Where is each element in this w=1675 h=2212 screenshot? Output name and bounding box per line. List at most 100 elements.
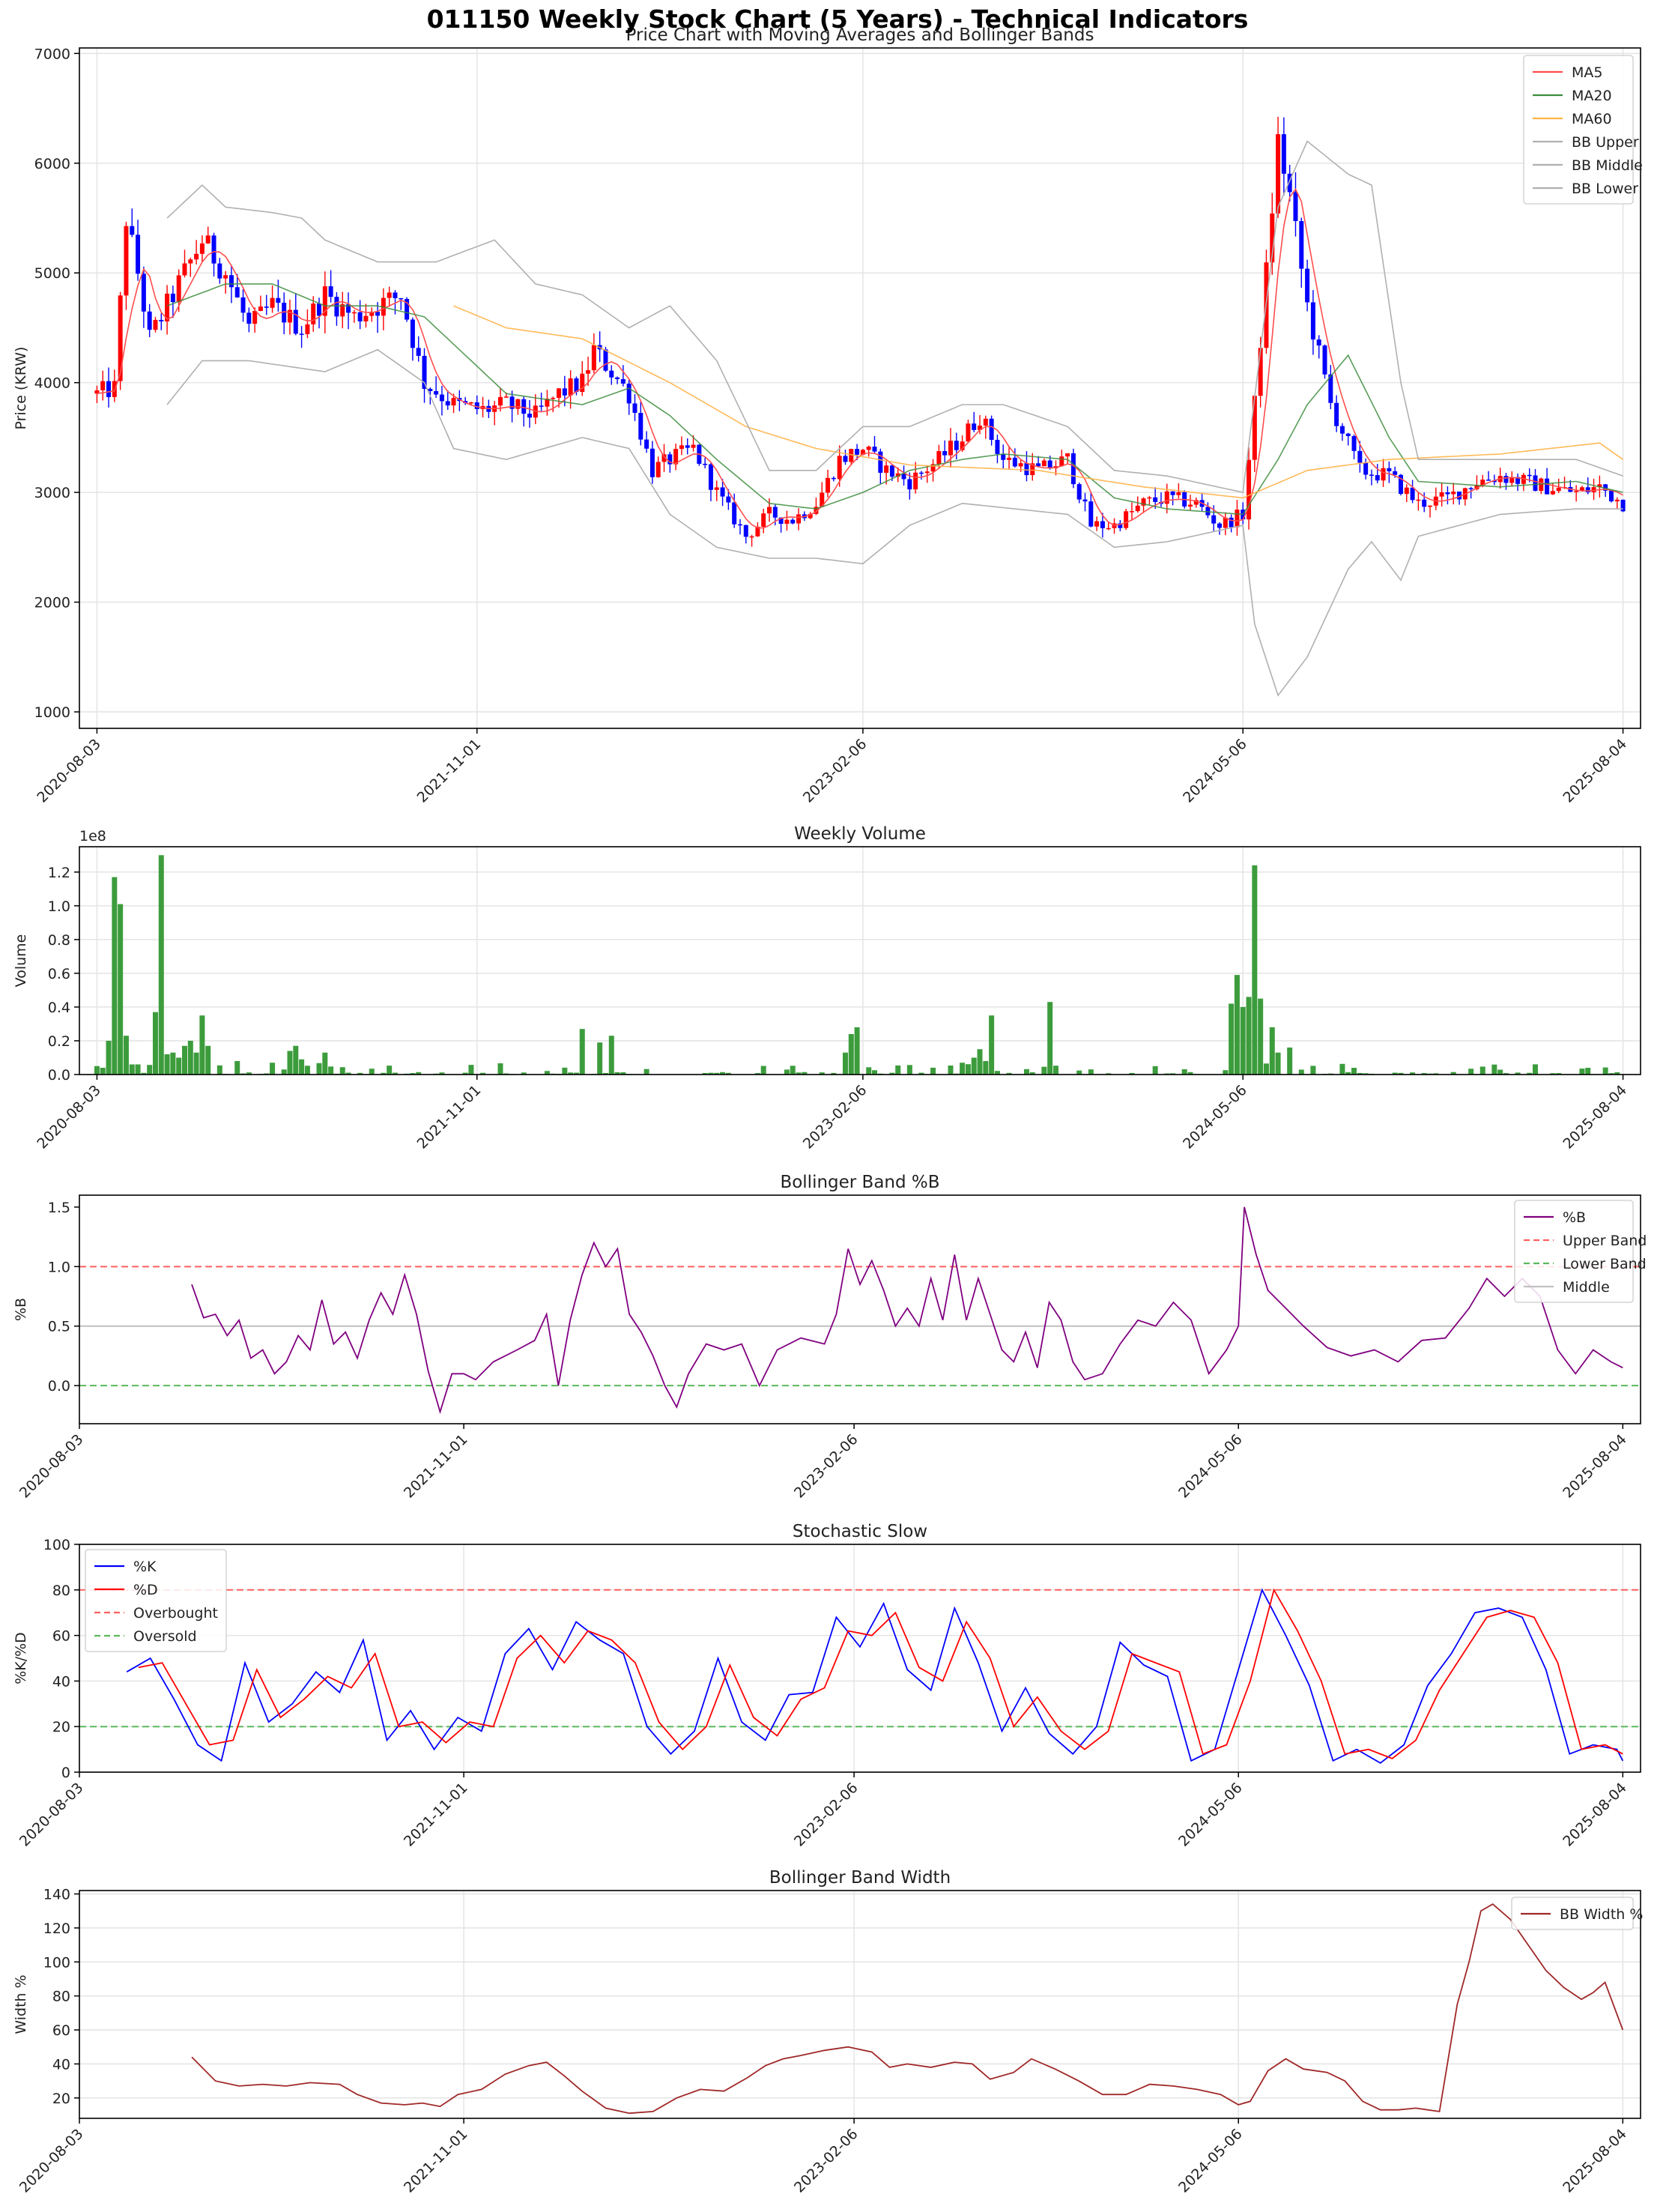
candle-body <box>246 312 252 324</box>
candle-body <box>732 502 737 525</box>
candle-body <box>147 311 152 330</box>
candle-body <box>849 449 854 462</box>
candle-body <box>1591 487 1596 492</box>
candle-body <box>930 464 936 472</box>
candle-body <box>580 373 585 393</box>
candle-body <box>884 465 889 473</box>
y-tick-label: 80 <box>52 1583 70 1599</box>
candle-body <box>1223 517 1228 528</box>
volume-bar <box>708 1072 714 1075</box>
y-tick-label: 1.2 <box>48 865 70 881</box>
volume-bar <box>714 1072 720 1075</box>
y-tick-label: 0.5 <box>48 1319 70 1335</box>
volume-bar <box>866 1067 872 1075</box>
candle-body <box>954 441 959 450</box>
panel-title: Stochastic Slow <box>793 1522 927 1541</box>
x-tick-label: 2020-08-03 <box>16 2126 87 2196</box>
volume-bar <box>1181 1069 1187 1075</box>
candle-body <box>749 536 754 538</box>
candle-body <box>855 449 860 455</box>
volume-bar <box>287 1051 293 1075</box>
candle-body <box>1247 459 1252 520</box>
candle-body <box>223 275 228 279</box>
y-tick-label: 80 <box>52 1989 70 2005</box>
candle-body <box>357 312 363 321</box>
volume-bar <box>802 1072 808 1075</box>
volume-bar <box>94 1066 100 1075</box>
y-tick-label: 4000 <box>34 375 70 392</box>
candle-body <box>966 423 971 442</box>
candle-body <box>972 423 977 430</box>
candle-body <box>434 390 439 395</box>
volume-bar <box>381 1072 387 1075</box>
volume-bar <box>1106 1073 1112 1075</box>
y-tick-label: 6000 <box>34 156 70 172</box>
volume-bar <box>872 1070 878 1075</box>
candle-body <box>714 487 719 490</box>
candle-body <box>217 263 222 279</box>
candle-body <box>1124 511 1129 528</box>
volume-bar <box>270 1063 276 1075</box>
volume-bar <box>1345 1072 1351 1075</box>
candle-body <box>1316 339 1321 346</box>
volume-bar <box>158 855 164 1075</box>
volume-bar <box>1258 998 1264 1075</box>
volume-bar <box>322 1052 328 1075</box>
candle-body <box>1439 492 1444 497</box>
volume-bar <box>1410 1072 1416 1075</box>
panel-volume: Weekly Volume Volume 0.0 0.2 0.4 0.6 0.8 1.0 1.2… <box>13 824 1641 1152</box>
candle-body <box>1070 453 1076 485</box>
candle-body <box>1041 460 1047 467</box>
candle-body <box>743 525 748 537</box>
candle-body <box>369 312 375 316</box>
volume-bar <box>796 1072 802 1075</box>
candle-body <box>895 473 900 477</box>
candle-body <box>159 319 164 321</box>
y-tick-label: 0.8 <box>48 932 70 949</box>
candle-body <box>1398 474 1403 495</box>
candle-body <box>1299 221 1304 269</box>
volume-bar <box>760 1066 766 1075</box>
volume-bar <box>1088 1069 1094 1075</box>
candle-body <box>1094 521 1100 527</box>
candle-body <box>1556 487 1561 492</box>
volume-bar <box>1579 1069 1585 1075</box>
y-axis-label: Price (KRW) <box>13 347 29 430</box>
candle-body <box>995 440 1000 454</box>
volume-bar <box>416 1072 422 1075</box>
candle-body <box>322 286 327 316</box>
candle-body <box>94 390 100 394</box>
x-tick-label: 2021-11-01 <box>414 1082 485 1152</box>
candle-body <box>317 303 322 316</box>
volume-bar <box>187 1040 193 1075</box>
candle-body <box>474 402 479 409</box>
candle-body <box>1024 463 1029 476</box>
volume-bar <box>521 1072 527 1075</box>
x-tick-label: 2024-05-06 <box>1175 1780 1246 1850</box>
volume-bar <box>1023 1069 1029 1075</box>
candle-body <box>586 370 591 374</box>
x-tick-label: 2023-02-06 <box>791 2126 861 2196</box>
candle-body <box>293 309 298 334</box>
candle-body <box>942 451 948 456</box>
candle-body <box>1550 491 1555 495</box>
volume-bar <box>1252 865 1258 1075</box>
candle-body <box>1036 463 1041 467</box>
candle-body <box>609 370 614 378</box>
candle-body <box>375 312 381 316</box>
y-tick-label: 5000 <box>34 265 70 282</box>
candle-body <box>936 451 942 465</box>
volume-bar <box>1351 1068 1357 1075</box>
candle-body <box>393 292 398 298</box>
candle-body <box>1305 268 1310 303</box>
volume-bar <box>1187 1072 1193 1075</box>
legend-label: %K <box>133 1559 157 1575</box>
volume-bar <box>1263 1063 1269 1075</box>
volume-bar <box>702 1072 708 1075</box>
candle-body <box>270 297 275 308</box>
candle-body <box>1205 507 1211 516</box>
candle-body <box>655 462 661 477</box>
legend-box <box>1511 1897 1634 1930</box>
volume-bar <box>1515 1072 1521 1075</box>
legend-label: Lower Band <box>1563 1256 1647 1272</box>
